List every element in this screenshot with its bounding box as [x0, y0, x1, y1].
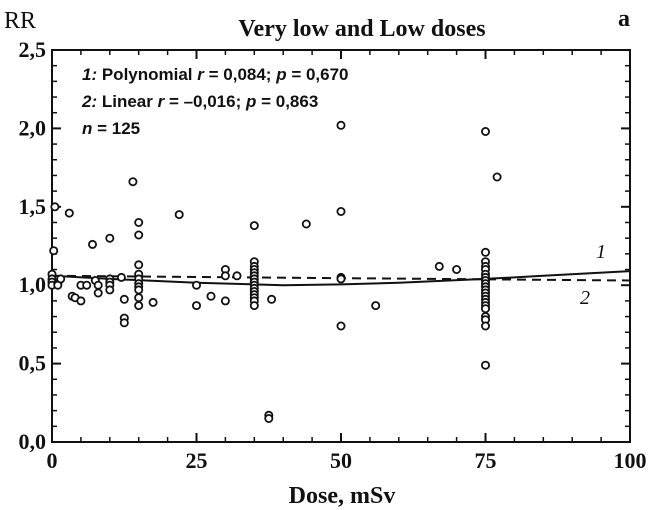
- annotation-polynomial-p-value: = 0,670: [287, 65, 349, 84]
- x-tick-label: 50: [330, 448, 352, 473]
- y-tick-label: 0,5: [19, 351, 47, 376]
- data-point: [119, 294, 129, 304]
- data-point: [220, 271, 230, 281]
- data-points: [47, 120, 502, 423]
- data-point: [264, 413, 274, 423]
- annotation-polynomial-text: Polynomial: [97, 65, 197, 84]
- curve-label-1: 1: [596, 241, 606, 263]
- panel-label: a: [618, 6, 630, 32]
- data-point: [93, 280, 103, 290]
- stats-annotation: 1: Polynomial r = 0,084; p = 0,670 2: Li…: [81, 65, 349, 138]
- data-point: [336, 206, 346, 216]
- data-point: [134, 230, 144, 240]
- annotation-linear-r: r: [158, 92, 166, 111]
- data-point: [480, 321, 490, 331]
- data-point: [174, 210, 184, 220]
- y-tick-label: 2,0: [19, 115, 47, 140]
- chart-title: Very low and Low doses: [238, 16, 485, 42]
- data-point: [82, 280, 92, 290]
- x-tick-label: 75: [475, 448, 497, 473]
- data-point: [301, 219, 311, 229]
- data-point: [50, 202, 60, 212]
- data-point: [116, 272, 126, 282]
- curve-label-2: 2: [580, 287, 590, 309]
- data-point: [249, 221, 259, 231]
- data-point: [105, 233, 115, 243]
- data-point: [336, 120, 346, 130]
- data-point: [134, 301, 144, 311]
- annotation-linear-p: p: [245, 92, 256, 111]
- data-point: [480, 304, 490, 314]
- data-point: [49, 246, 59, 256]
- x-tick-label: 0: [47, 448, 58, 473]
- annotation-n-value: = 125: [92, 119, 140, 138]
- annotation-linear-text: Linear: [97, 92, 157, 111]
- data-point: [191, 280, 201, 290]
- data-point: [267, 294, 277, 304]
- data-point: [64, 208, 74, 218]
- y-axis-label: RR: [4, 8, 36, 34]
- data-point: [336, 274, 346, 284]
- data-point: [148, 297, 158, 307]
- data-point: [206, 291, 216, 301]
- annotation-n: n = 125: [82, 119, 140, 138]
- data-point: [480, 360, 490, 370]
- data-point: [492, 172, 502, 182]
- data-point: [119, 318, 129, 328]
- data-point: [56, 274, 66, 284]
- data-point: [220, 296, 230, 306]
- data-point: [371, 301, 381, 311]
- data-point: [134, 285, 144, 295]
- y-tick-label: 0,0: [19, 429, 47, 454]
- axis-ticks: [51, 49, 631, 443]
- annotation-linear: 2: Linear r = –0,016; p = 0,863: [81, 92, 318, 111]
- x-tick-label: 100: [614, 448, 647, 473]
- annotation-polynomial-p: p: [275, 65, 286, 84]
- data-point: [249, 301, 259, 311]
- data-point: [480, 127, 490, 137]
- data-point: [76, 296, 86, 306]
- x-axis-label: Dose, mSv: [289, 483, 396, 509]
- data-point: [105, 285, 115, 295]
- annotation-polynomial: 1: Polynomial r = 0,084; p = 0,670: [82, 65, 349, 84]
- annotation-linear-num: 2:: [81, 92, 97, 111]
- annotation-polynomial-r: r: [197, 65, 205, 84]
- data-point: [434, 261, 444, 271]
- data-point: [232, 271, 242, 281]
- data-point: [480, 247, 490, 257]
- data-point: [452, 264, 462, 274]
- data-point: [134, 217, 144, 227]
- annotation-linear-p-value: = 0,863: [256, 92, 318, 111]
- data-point: [134, 293, 144, 303]
- axis-tick-labels: 0 25 50 75 100 0,0 0,5 1,0 1,5 2,0 2,5: [19, 37, 647, 473]
- y-tick-label: 2,5: [19, 37, 47, 62]
- annotation-polynomial-num: 1:: [82, 65, 97, 84]
- data-point: [128, 177, 138, 187]
- data-point: [336, 321, 346, 331]
- annotation-n-symbol: n: [82, 119, 92, 138]
- data-point: [93, 288, 103, 298]
- y-tick-label: 1,0: [19, 272, 47, 297]
- annotation-polynomial-r-value: = 0,084;: [204, 65, 276, 84]
- y-tick-label: 1,5: [19, 194, 47, 219]
- data-point: [134, 260, 144, 270]
- annotation-linear-r-value: = –0,016;: [164, 92, 246, 111]
- data-point: [88, 239, 98, 249]
- data-point: [191, 301, 201, 311]
- x-tick-label: 25: [186, 448, 208, 473]
